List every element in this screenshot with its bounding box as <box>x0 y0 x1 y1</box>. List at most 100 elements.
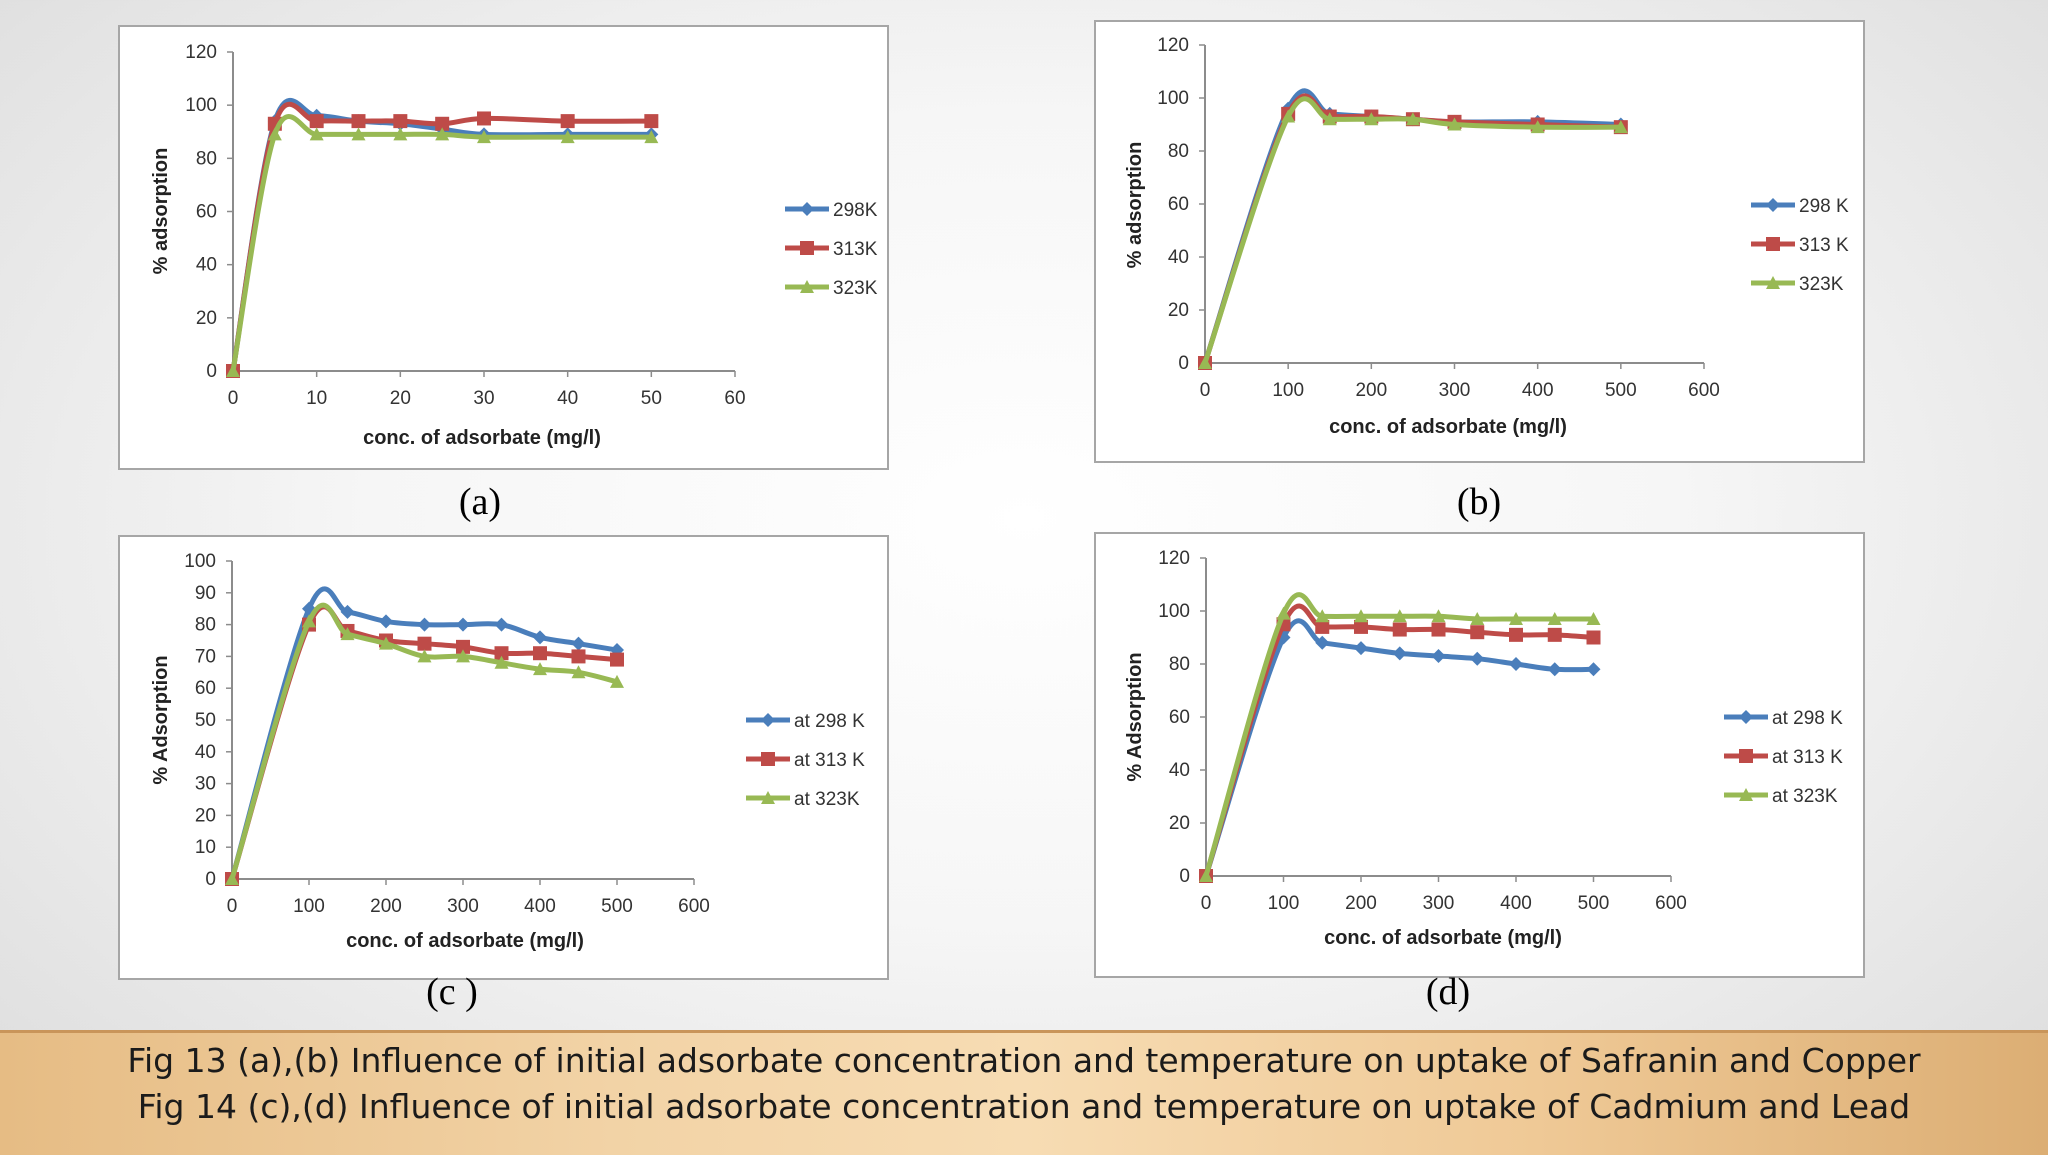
data-point <box>1315 609 1330 623</box>
data-point <box>417 649 432 663</box>
legend-swatch-marker <box>1766 198 1780 212</box>
data-point <box>1354 641 1368 656</box>
data-point <box>1613 120 1628 134</box>
panel-label-d: (d) <box>1425 971 1471 1013</box>
x-tick-label: 0 <box>1201 893 1212 914</box>
data-point <box>456 639 470 654</box>
data-point <box>1405 112 1420 126</box>
data-point <box>494 617 509 632</box>
data-point <box>1364 112 1379 126</box>
series-line-1 <box>1202 88 1621 364</box>
data-point <box>560 130 575 144</box>
x-tick-label: 500 <box>1605 380 1637 401</box>
legend-label: 313K <box>833 239 878 260</box>
data-point <box>1431 649 1446 664</box>
series-points-2 <box>226 111 659 378</box>
data-point <box>456 617 470 632</box>
x-tick-label: 600 <box>678 896 710 917</box>
chart-c: 0 10 20 30 40 50 60 70 80 90 100 0 100 200 300 400 500 60… <box>150 551 865 952</box>
data-point <box>1431 609 1446 623</box>
legend-label: at 298 K <box>1772 708 1843 729</box>
legend-swatch-marker <box>761 752 775 766</box>
y-axis-label: % adsorption <box>1124 142 1146 269</box>
legend-label: at 313 K <box>1772 747 1843 768</box>
legend-swatch-marker <box>1739 710 1753 724</box>
x-tick-label: 500 <box>601 896 633 917</box>
y-tick-label: 100 <box>184 551 216 572</box>
legend-swatch-marker <box>1739 788 1753 801</box>
legend-label: 313 K <box>1799 235 1849 256</box>
x-axis-label: conc. of adsorbate (mg/l) <box>1324 927 1562 949</box>
caption-line-1: Fig 13 (a),(b) Influence of initial adso… <box>127 1041 1921 1080</box>
y-tick-label: 80 <box>1168 141 1189 162</box>
x-tick-label: 10 <box>306 388 327 409</box>
data-point <box>456 649 470 663</box>
panel-label-c: (c ) <box>426 971 478 1013</box>
x-tick-label: 500 <box>1578 893 1610 914</box>
x-tick-label: 200 <box>370 896 402 917</box>
panel-label-a: (a) <box>458 481 502 523</box>
x-axis-label: conc. of adsorbate (mg/l) <box>346 930 584 952</box>
y-tick-label: 60 <box>1169 707 1190 728</box>
chart-d: 0 20 40 60 80 100 120 0 100 200 300 400 500 600 conc. … <box>1124 548 1843 949</box>
series-line-2 <box>1202 93 1621 364</box>
x-tick-label: 200 <box>1345 893 1377 914</box>
x-axis-label: conc. of adsorbate (mg/l) <box>1329 416 1567 438</box>
data-point <box>1586 630 1601 645</box>
data-point <box>571 665 586 679</box>
series-points-2 <box>1198 106 1628 370</box>
series-points-1 <box>226 108 659 378</box>
data-point <box>417 617 432 632</box>
data-point <box>1547 611 1562 625</box>
series-line-3 <box>1202 96 1621 364</box>
data-point <box>351 114 366 129</box>
chart-panel-b: 0 20 40 60 80 100 120 0 100 200 300 400 500 600 conc. … <box>1094 20 1865 463</box>
chart-a: 0 20 40 60 80 100 120 0 10 20 30 40 50 60 conc. of ads… <box>150 42 878 449</box>
data-point <box>1354 609 1368 623</box>
data-point <box>1315 635 1330 650</box>
y-tick-label: 0 <box>1178 353 1189 374</box>
data-point <box>494 646 509 661</box>
data-point <box>533 646 547 661</box>
series-points-2 <box>1199 617 1601 883</box>
y-tick-label: 40 <box>1168 247 1189 268</box>
data-point <box>610 674 624 688</box>
x-tick-label: 300 <box>1423 893 1455 914</box>
legend-swatch-marker <box>1766 276 1780 289</box>
data-point <box>1547 627 1562 642</box>
data-point <box>225 872 239 885</box>
y-tick-label: 120 <box>185 42 217 63</box>
data-point <box>1198 356 1212 369</box>
x-tick-label: 400 <box>524 896 556 917</box>
x-tick-label: 50 <box>641 388 662 409</box>
y-tick-label: 100 <box>1157 88 1189 109</box>
data-point <box>379 614 393 629</box>
y-tick-label: 20 <box>1168 300 1189 321</box>
series-line-1 <box>230 97 652 372</box>
y-tick-label: 40 <box>195 742 216 763</box>
legend-swatch-marker <box>761 713 775 727</box>
y-tick-label: 0 <box>206 361 217 382</box>
legend-label: 323K <box>1799 274 1844 295</box>
data-point <box>477 111 491 126</box>
y-tick-label: 20 <box>1169 813 1190 834</box>
series-line-2 <box>230 101 652 372</box>
data-point <box>644 130 659 144</box>
data-point <box>610 652 624 667</box>
series-line-3 <box>230 114 652 372</box>
data-point <box>340 627 355 641</box>
data-point <box>393 127 408 141</box>
data-point <box>1431 622 1446 637</box>
caption-line-2: Fig 14 (c),(d) Influence of initial adso… <box>137 1087 1911 1126</box>
x-tick-label: 100 <box>293 896 325 917</box>
y-tick-label: 0 <box>205 869 216 890</box>
data-point <box>1315 619 1330 634</box>
data-point <box>1199 869 1213 882</box>
legend-label: 298K <box>833 200 878 221</box>
x-tick-label: 0 <box>1200 380 1211 401</box>
legend-swatch-marker <box>800 202 814 216</box>
x-tick-label: 40 <box>557 388 578 409</box>
data-point <box>1470 625 1485 640</box>
x-tick-label: 600 <box>1655 893 1687 914</box>
data-point <box>1547 662 1562 677</box>
